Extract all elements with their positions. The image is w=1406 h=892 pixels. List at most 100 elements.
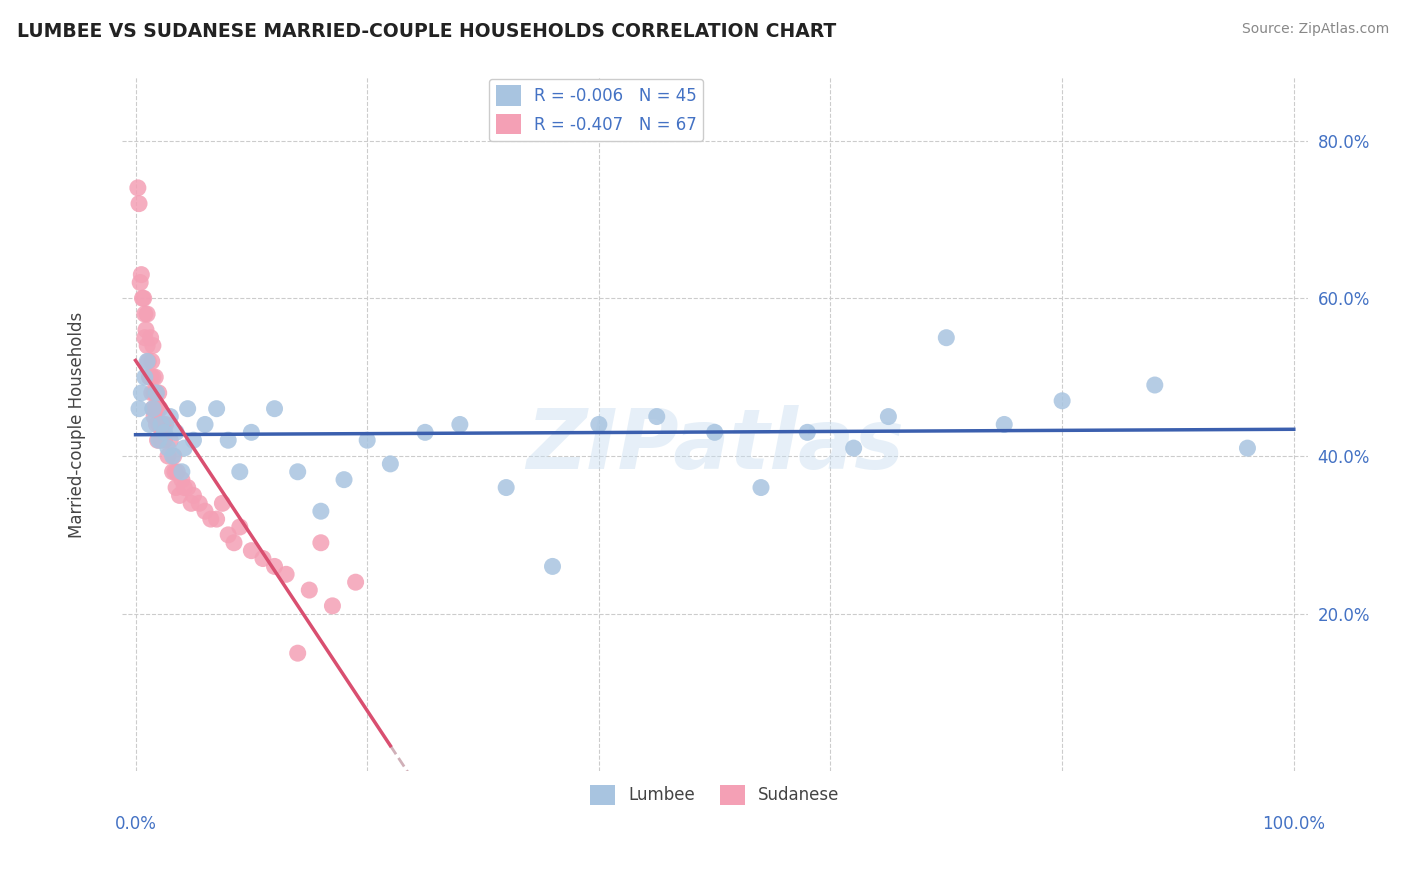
Point [173,481,195,495]
Point [145,417,167,432]
Point [170,465,193,479]
Point [703,425,725,440]
Point [287,646,309,660]
Point [148,434,170,448]
Point [148,385,170,400]
Point [156,449,179,463]
Point [240,543,263,558]
Point [142,370,165,384]
Point [142,401,165,416]
Point [274,567,297,582]
Point [132,291,155,305]
Point [146,434,169,448]
Point [180,496,202,510]
Point [1236,441,1258,455]
Point [139,331,162,345]
Point [176,481,198,495]
Point [134,370,156,384]
Point [136,354,159,368]
Point [128,196,150,211]
Point [131,268,153,282]
Point [935,331,957,345]
Point [149,401,172,416]
Point [495,481,517,495]
Point [229,465,252,479]
Point [645,409,668,424]
Point [135,323,157,337]
Point [229,520,252,534]
Point [127,181,149,195]
Point [162,449,184,463]
Point [183,488,205,502]
Point [380,457,402,471]
Point [298,583,321,598]
Point [205,401,228,416]
Point [139,370,162,384]
Point [309,535,332,549]
Point [138,417,160,432]
Point [150,425,173,440]
Point [159,409,181,424]
Point [321,599,343,613]
Point [449,417,471,432]
Point [128,401,150,416]
Point [136,307,159,321]
Point [222,535,245,549]
Point [148,417,170,432]
Point [159,434,181,448]
Point [263,559,285,574]
Point [413,425,436,440]
Text: Source: ZipAtlas.com: Source: ZipAtlas.com [1241,22,1389,37]
Point [309,504,332,518]
Point [165,425,187,440]
Point [205,512,228,526]
Point [134,307,156,321]
Point [143,370,166,384]
Point [188,496,211,510]
Point [141,385,163,400]
Point [152,417,174,432]
Point [169,488,191,502]
Point [142,401,165,416]
Point [263,401,285,416]
Point [156,441,179,455]
Point [166,465,188,479]
Point [211,496,233,510]
Point [183,434,205,448]
Point [153,425,176,440]
Point [162,465,184,479]
Point [842,441,865,455]
Point [877,409,900,424]
Point [176,401,198,416]
Legend: Lumbee, Sudanese: Lumbee, Sudanese [583,778,846,812]
Point [749,481,772,495]
Point [163,449,186,463]
Point [143,409,166,424]
Point [333,473,356,487]
Point [1050,393,1073,408]
Text: 0.0%: 0.0% [115,815,156,833]
Point [356,434,378,448]
Point [129,276,152,290]
Point [131,385,153,400]
Point [150,434,173,448]
Point [145,385,167,400]
Point [170,473,193,487]
Point [993,417,1015,432]
Point [136,338,159,352]
Point [165,481,187,495]
Point [541,559,564,574]
Point [142,338,165,352]
Point [134,331,156,345]
Point [143,385,166,400]
Point [131,291,153,305]
Point [1143,378,1166,392]
Point [138,370,160,384]
Point [136,354,159,368]
Point [143,401,166,416]
Point [194,504,217,518]
Text: LUMBEE VS SUDANESE MARRIED-COUPLE HOUSEHOLDS CORRELATION CHART: LUMBEE VS SUDANESE MARRIED-COUPLE HOUSEH… [17,22,837,41]
Point [150,417,173,432]
Point [145,385,167,400]
Point [173,441,195,455]
